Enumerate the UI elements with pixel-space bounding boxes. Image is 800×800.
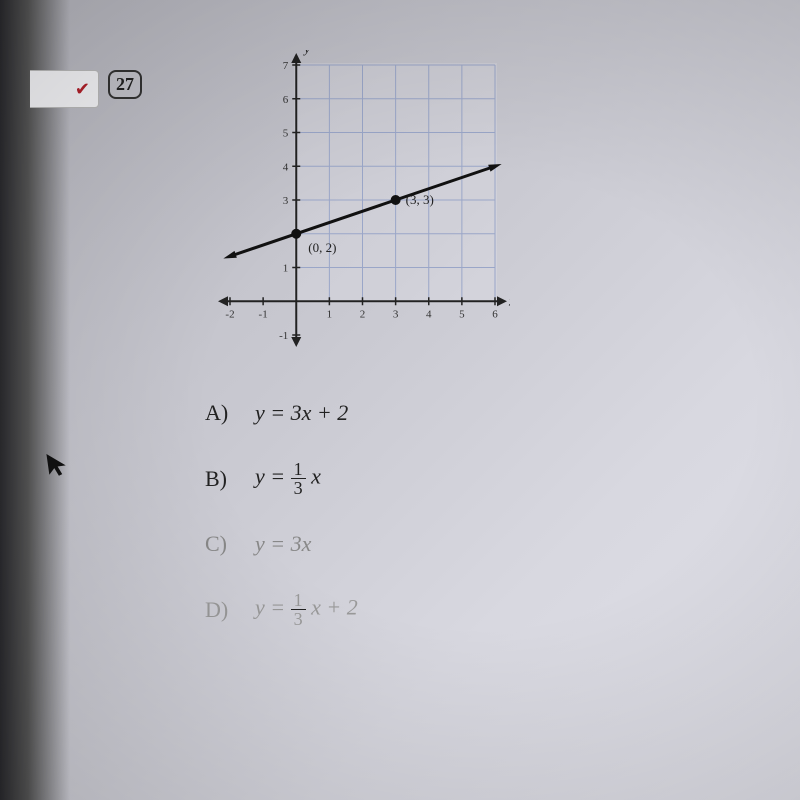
svg-text:3: 3 [283, 195, 289, 207]
choice-A[interactable]: A) y = 3x + 2 [205, 400, 358, 426]
svg-text:1: 1 [283, 263, 289, 275]
svg-text:(0, 2): (0, 2) [308, 240, 336, 255]
svg-text:-1: -1 [279, 330, 288, 342]
left-edge-shadow [0, 0, 70, 800]
chevron-down-icon: ✔ [75, 79, 90, 100]
collapsed-dropdown[interactable]: ✔ [30, 70, 99, 108]
choice-C[interactable]: C) y = 3x [205, 531, 358, 557]
svg-text:5: 5 [283, 128, 289, 140]
svg-text:(3, 3): (3, 3) [406, 192, 434, 207]
svg-text:x: x [508, 293, 510, 308]
svg-text:y: y [302, 50, 310, 56]
svg-text:2: 2 [360, 308, 366, 320]
svg-text:5: 5 [459, 308, 465, 320]
choice-D[interactable]: D) y = 13 x + 2 [205, 591, 358, 628]
answer-choices: A) y = 3x + 2 B) y = 13 x C) y = 3x D) y… [205, 400, 358, 662]
svg-text:4: 4 [283, 161, 289, 173]
svg-text:6: 6 [492, 308, 498, 320]
svg-text:4: 4 [426, 308, 432, 320]
cursor-icon [43, 448, 76, 488]
svg-text:1: 1 [327, 308, 333, 320]
svg-text:7: 7 [283, 60, 289, 72]
line-graph: -2 -1 1 2 3 4 5 6 -1 1 3 4 5 6 7 x y (0, 2) (3, 3) [200, 50, 510, 360]
svg-text:3: 3 [393, 308, 399, 320]
choice-B[interactable]: B) y = 13 x [205, 460, 358, 497]
question-number-badge: 27 [108, 70, 142, 99]
svg-text:-1: -1 [259, 308, 268, 320]
svg-text:6: 6 [283, 94, 289, 106]
svg-text:-2: -2 [225, 308, 234, 320]
